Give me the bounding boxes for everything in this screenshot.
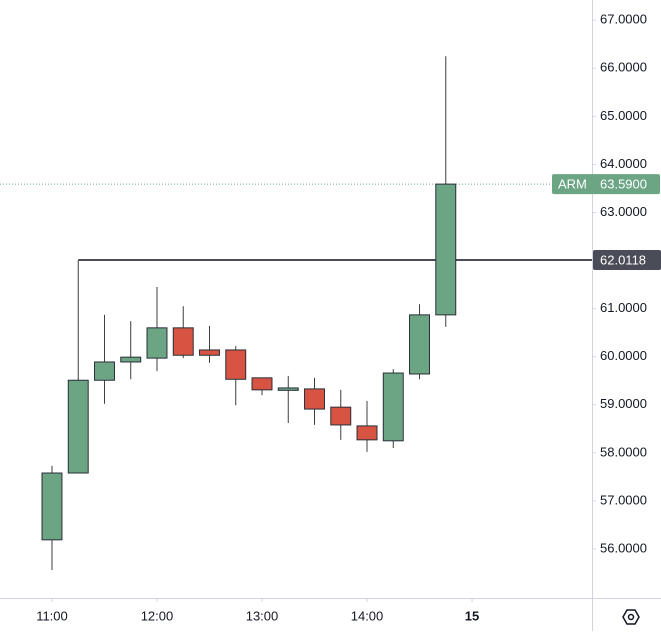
candle-body [146, 327, 168, 359]
price-line-label: 62.0118 [600, 252, 646, 267]
price-line-badge [593, 249, 661, 270]
y-tick-label: 59.0000 [600, 396, 647, 411]
last-price-label: 63.5900 [600, 177, 647, 192]
x-tick-label: 14:00 [351, 608, 384, 623]
y-tick-label: 66.0000 [600, 60, 647, 75]
candle-body [67, 379, 89, 474]
candle-body [172, 327, 194, 356]
settings-hex[interactable] [622, 609, 640, 625]
last-price-symbol: ARM [558, 177, 587, 192]
y-tick-label: 65.0000 [600, 108, 647, 123]
candle-body [304, 388, 325, 410]
x-tick-label: 15 [465, 608, 479, 623]
candle-body [435, 183, 457, 316]
candle-body [251, 377, 273, 391]
y-tick-label: 67.0000 [600, 12, 647, 27]
candle-body [120, 356, 142, 363]
x-tick-label: 13:00 [246, 608, 279, 623]
settings-icon[interactable] [622, 609, 640, 625]
candle-body [409, 314, 430, 375]
candle-body [277, 387, 299, 391]
candle-body [225, 349, 247, 380]
y-tick-label: 63.0000 [600, 204, 647, 219]
y-tick-label: 58.0000 [600, 444, 647, 459]
candle-body [382, 372, 404, 442]
y-tick-label: 56.0000 [600, 540, 647, 555]
last-price-badge [552, 174, 660, 195]
candle-body [94, 361, 115, 381]
y-tick-label: 64.0000 [600, 156, 647, 171]
x-tick-label: 11:00 [36, 608, 68, 623]
y-tick-label: 60.0000 [600, 348, 647, 363]
candle-body [199, 349, 220, 356]
x-tick-label: 12:00 [141, 608, 174, 623]
y-tick-label: 57.0000 [600, 492, 647, 507]
settings-dot[interactable] [627, 613, 635, 621]
candle-body [41, 472, 63, 541]
y-tick-label: 61.0000 [600, 300, 647, 315]
candle-body [356, 425, 378, 441]
candle-body [330, 406, 352, 426]
